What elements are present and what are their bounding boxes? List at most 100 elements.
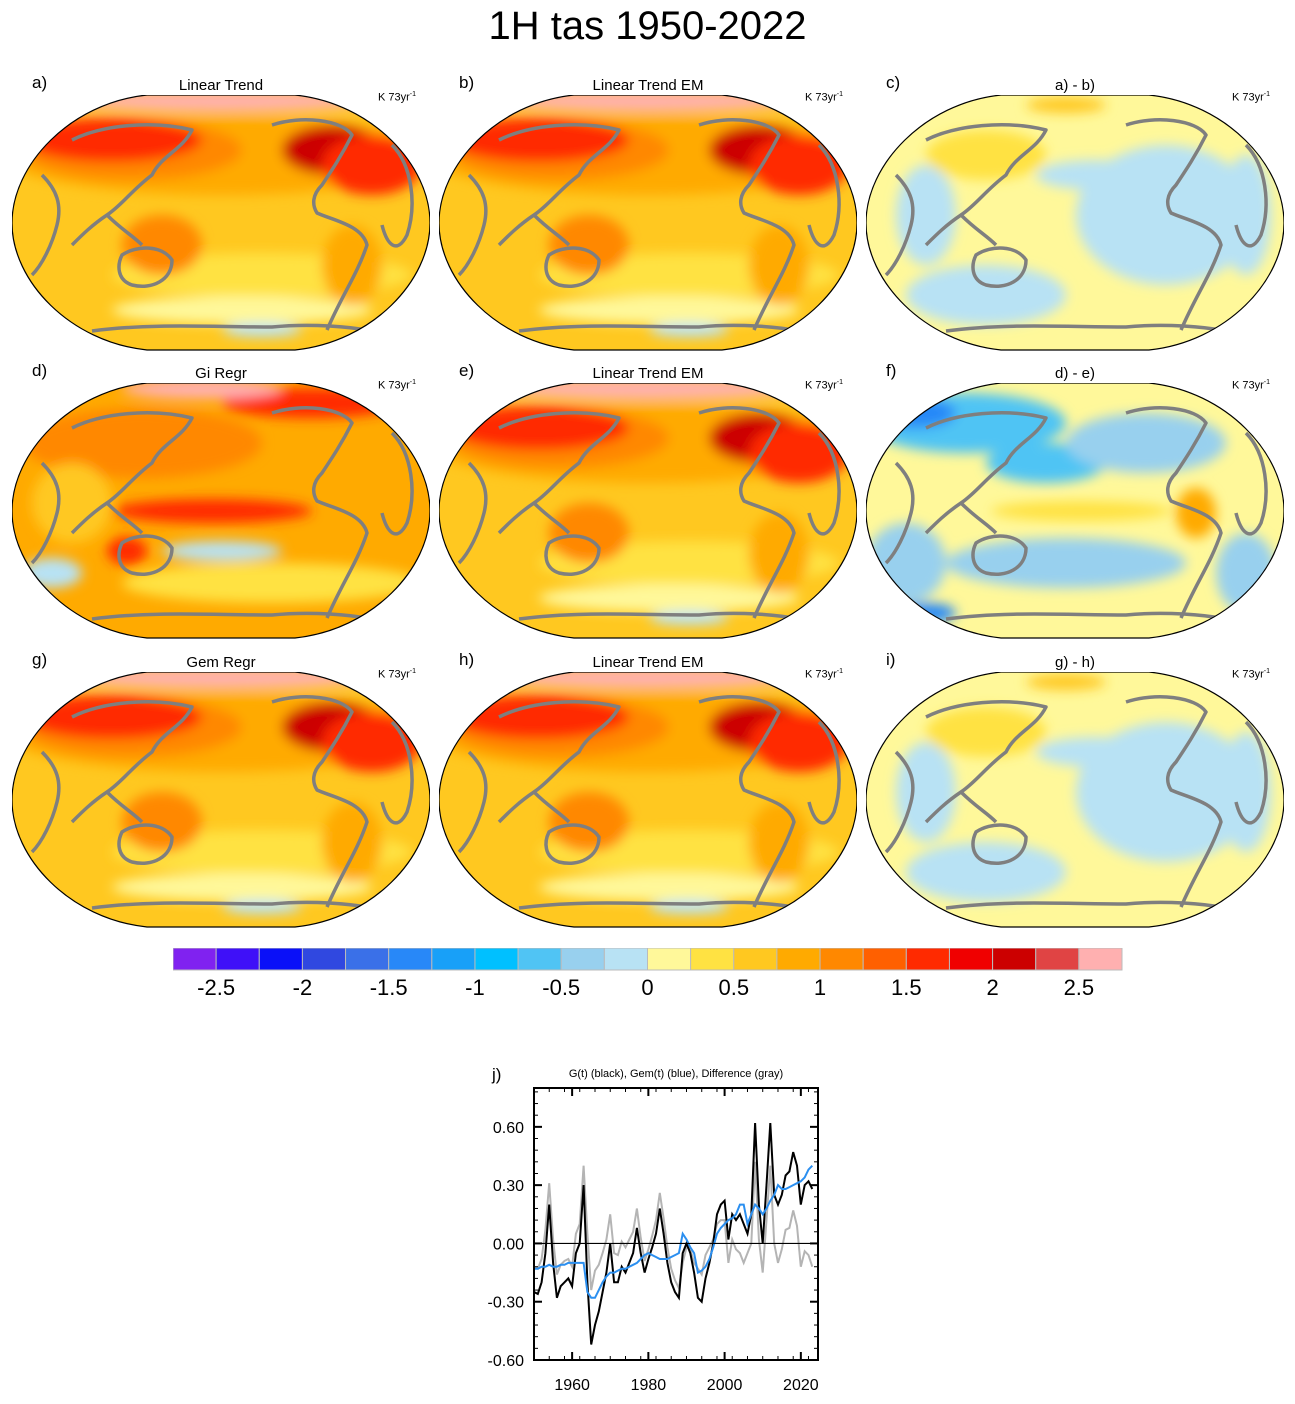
panel-units: K 73yr-1 <box>1231 91 1270 104</box>
field-contour <box>539 584 799 612</box>
panel-units: K 73yr-1 <box>804 91 843 104</box>
coastline <box>807 720 841 825</box>
coastline <box>30 173 61 277</box>
coastline <box>959 790 998 824</box>
panel-title: a) - b) <box>1054 77 1095 94</box>
field-contour <box>896 165 956 265</box>
colorbar <box>173 948 1123 971</box>
coastline <box>971 823 1028 865</box>
coastline <box>698 406 796 619</box>
colorbar-swatch <box>560 948 605 971</box>
field-contour <box>749 423 849 483</box>
field-contour <box>906 842 1066 902</box>
coastline <box>945 611 1227 621</box>
field-contour <box>1036 737 1156 767</box>
panel-label: b) <box>459 73 475 92</box>
coastline <box>271 118 369 331</box>
coastline <box>105 790 144 824</box>
y-tick-label: -0.60 <box>488 1353 525 1370</box>
coastline <box>959 213 998 247</box>
field-contour <box>906 265 1066 325</box>
x-tick-label: 1980 <box>631 1377 667 1394</box>
coastline <box>544 246 601 288</box>
coastline <box>532 501 571 535</box>
panel-units: K 73yr-1 <box>377 379 416 392</box>
field-contour <box>926 707 1046 757</box>
panel-title: Linear Trend EM <box>592 77 704 94</box>
coastline <box>117 823 174 865</box>
colorbar-swatch <box>474 948 519 971</box>
colorbar-swatch <box>1078 948 1123 971</box>
field-contour <box>539 873 799 901</box>
colorbar-label: 0.5 <box>718 975 750 1000</box>
field-contour <box>749 225 809 305</box>
map-border <box>439 95 857 351</box>
field-contour <box>449 695 629 739</box>
map-border <box>12 383 430 639</box>
colorbar-label: 2 <box>986 975 999 1000</box>
field-contour <box>112 873 372 901</box>
coastline <box>924 411 1048 535</box>
coastline <box>117 246 174 288</box>
coastline <box>532 213 571 247</box>
map <box>12 95 430 351</box>
field-contour <box>1066 413 1226 473</box>
coastline <box>497 411 621 535</box>
panel-label: i) <box>886 650 896 669</box>
coastline <box>91 900 373 910</box>
coastline <box>807 431 841 536</box>
coastline <box>497 123 621 247</box>
colorbar-swatch <box>948 948 994 971</box>
map <box>866 672 1284 928</box>
map-panel: d) Gi Regr K 73yr-1 <box>12 361 430 673</box>
field-contour <box>322 802 382 882</box>
colorbar-swatch <box>819 948 864 971</box>
panel-title: Gem Regr <box>186 654 256 671</box>
y-tick-label: 0.00 <box>493 1236 524 1253</box>
field-contour <box>749 513 809 593</box>
field-contour <box>749 802 809 882</box>
x-tick-label: 2000 <box>707 1377 743 1394</box>
colorbar-label: -2 <box>292 975 313 1000</box>
map <box>439 383 857 639</box>
colorbar-swatch <box>173 948 217 971</box>
field-contour <box>22 408 262 478</box>
field-contour <box>549 792 629 852</box>
panel-units: K 73yr-1 <box>377 91 416 104</box>
series-line-gemt <box>534 1165 814 1299</box>
field-contour <box>749 135 849 195</box>
coastline <box>518 323 800 333</box>
field-contour <box>539 296 799 324</box>
field-contour <box>1216 533 1276 613</box>
map-panel: a) Linear Trend K 73yr-1 <box>12 73 430 385</box>
colorbar-swatch <box>1035 948 1080 971</box>
colorbar-label: -1 <box>465 975 485 1000</box>
panel-label: e) <box>459 361 475 380</box>
panel-title: d) - e) <box>1054 365 1095 382</box>
map-panel: b) Linear Trend EM K 73yr-1 <box>439 73 857 385</box>
field-contour <box>32 463 112 543</box>
coastline <box>945 900 1227 910</box>
colorbar-label: 1 <box>813 975 827 1000</box>
panel-units: K 73yr-1 <box>804 379 843 392</box>
colorbar-swatch <box>215 948 260 971</box>
panel-title: Linear Trend EM <box>592 654 704 671</box>
panel-units: K 73yr-1 <box>1231 379 1270 392</box>
coastline <box>884 750 915 854</box>
series-line-gt <box>533 1122 814 1345</box>
map-panel: e) Linear Trend EM K 73yr-1 <box>439 361 857 673</box>
panel-units: K 73yr-1 <box>377 668 416 681</box>
map-panel: f) d) - e) K 73yr-1 <box>866 361 1284 673</box>
coastline <box>497 700 621 824</box>
field-contour <box>926 130 1046 180</box>
coastline <box>1234 143 1268 248</box>
panel-title: Gi Regr <box>195 365 247 382</box>
coastline <box>518 611 800 621</box>
map-panel: h) Linear Trend EM K 73yr-1 <box>439 650 857 962</box>
field-contour <box>549 215 629 275</box>
coastline <box>698 695 796 908</box>
panel-label: c) <box>886 73 901 92</box>
map <box>439 672 857 928</box>
map-border <box>439 383 857 639</box>
